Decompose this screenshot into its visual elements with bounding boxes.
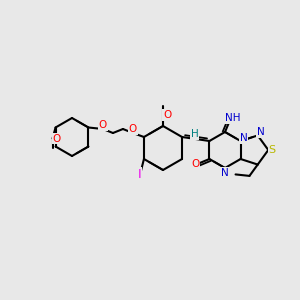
Text: O: O [191, 159, 200, 169]
Text: I: I [138, 167, 142, 181]
Text: O: O [99, 120, 107, 130]
Text: N: N [221, 168, 229, 178]
Text: H: H [191, 129, 199, 139]
Text: N: N [257, 128, 265, 137]
Text: S: S [269, 145, 276, 155]
Text: N: N [240, 133, 248, 143]
Text: O: O [52, 134, 61, 143]
Text: O: O [163, 110, 171, 120]
Text: NH: NH [225, 113, 241, 123]
Text: O: O [129, 124, 137, 134]
